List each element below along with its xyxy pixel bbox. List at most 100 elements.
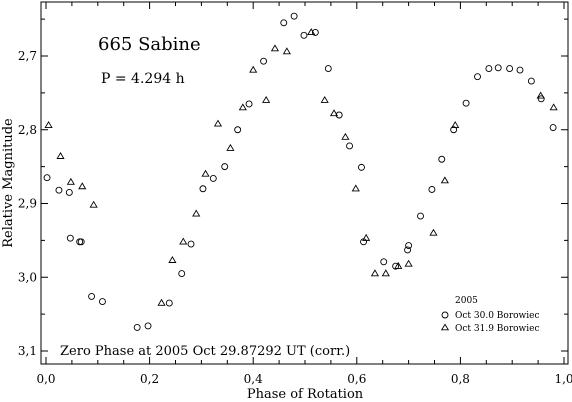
data-point-circle [516, 66, 524, 74]
data-point-circle [450, 126, 458, 134]
legend-title: 2005 [455, 296, 478, 306]
data-point-triangle [307, 28, 316, 36]
data-point-circle [165, 299, 173, 307]
data-point-circle [537, 95, 545, 103]
data-point-circle [417, 212, 424, 220]
data-point-circle [462, 99, 470, 107]
legend: 2005 Oct 30.0 Borowiec Oct 31.9 Borowiec [440, 296, 540, 334]
data-point-circle [65, 188, 73, 196]
data-point-circle [324, 65, 332, 72]
x-tick-label: 0,4 [244, 372, 263, 386]
data-point-triangle [262, 95, 271, 103]
data-point-triangle [394, 261, 403, 269]
data-point-triangle [440, 176, 449, 184]
x-tick-label: 0,2 [140, 372, 159, 386]
x-tick-label: 0,8 [451, 372, 470, 386]
x-tick-label: 0,0 [36, 372, 55, 386]
data-point-circle [300, 31, 308, 39]
data-point-triangle [362, 233, 371, 241]
data-point-triangle [282, 47, 291, 55]
data-point-triangle [66, 177, 75, 185]
data-point-circle [405, 242, 413, 249]
zero-phase-annotation: Zero Phase at 2005 Oct 29.87292 UT (corr… [60, 344, 350, 359]
data-point-circle [358, 163, 365, 171]
data-point-triangle [341, 132, 350, 140]
data-point-circle [392, 262, 400, 270]
data-point-circle [260, 57, 268, 65]
data-point-circle [199, 185, 207, 193]
data-point-triangle [226, 143, 235, 151]
data-point-triangle [536, 91, 545, 99]
data-point-triangle [381, 269, 390, 277]
data-point-circle [527, 77, 535, 85]
data-point-circle [438, 155, 446, 163]
period-label: P = 4.294 h [101, 71, 185, 87]
data-point-circle [311, 28, 319, 36]
data-point-circle [77, 238, 85, 246]
legend-series-2: Oct 31.9 Borowiec [455, 324, 540, 334]
data-point-triangle [451, 121, 460, 128]
x-axis-label: Phase of Rotation [247, 387, 364, 402]
data-point-circle [290, 12, 298, 20]
data-point-triangle [168, 256, 177, 263]
data-point-triangle [249, 65, 258, 73]
y-tick-label: 2,9 [18, 197, 37, 211]
data-point-circle [549, 124, 557, 131]
data-point-circle [187, 240, 195, 248]
data-point-triangle [329, 109, 339, 117]
data-point-circle [506, 65, 514, 72]
data-point-triangle [213, 119, 223, 127]
y-tick-label: 2,8 [18, 123, 37, 137]
data-point-triangle [238, 103, 247, 111]
data-point-triangle [351, 184, 360, 192]
data-point-triangle [157, 298, 166, 306]
data-point-circle [133, 323, 141, 331]
data-point-triangle [56, 152, 65, 159]
x-tick-label: 0,6 [347, 372, 366, 386]
data-point-triangle [78, 182, 87, 190]
data-point-circle [380, 258, 388, 266]
data-point-circle [209, 174, 217, 182]
y-tick-label: 2,7 [18, 49, 37, 63]
data-point-circle [428, 186, 436, 193]
data-point-triangle [89, 200, 98, 208]
data-point-triangle [320, 95, 329, 103]
plot-frame [40, 1, 569, 365]
ticks-layer: 0,0 0,2 0,4 0,6 0,8 1,0 2,7 2,8 2,9 3,0 3,1 [18, 2, 572, 386]
data-point-circle [346, 142, 353, 150]
data-point-circle [221, 163, 229, 171]
data-point-circle [178, 270, 186, 278]
data-point-triangle [44, 121, 53, 128]
data-point-circle [234, 126, 242, 134]
data-point-triangle [270, 44, 280, 52]
marks-layer [43, 12, 558, 331]
legend-series-1: Oct 30.0 Borowiec [455, 311, 540, 321]
data-point-circle [88, 292, 96, 300]
data-point-circle [55, 186, 63, 194]
y-tick-label: 3,0 [18, 270, 37, 284]
data-point-circle [245, 100, 253, 108]
chart-title: 665 Sabine [98, 34, 201, 55]
data-point-circle [474, 73, 481, 81]
y-axis-label: Relative Magnitude [1, 118, 16, 248]
data-point-circle [66, 234, 74, 242]
data-point-circle [43, 174, 51, 182]
data-point-triangle [370, 269, 380, 277]
data-point-triangle [201, 169, 210, 177]
legend-triangle-icon [440, 323, 450, 331]
data-point-triangle [179, 237, 188, 245]
data-point-circle [494, 64, 502, 72]
y-tick-label: 3,1 [18, 344, 37, 358]
data-point-circle [335, 111, 343, 119]
legend-circle-icon [441, 311, 449, 319]
data-point-circle [144, 322, 152, 330]
data-point-circle [99, 298, 106, 306]
data-point-circle [404, 246, 412, 254]
data-point-triangle [404, 259, 413, 267]
data-point-circle [280, 19, 288, 27]
data-point-triangle [549, 103, 558, 111]
data-point-triangle [429, 228, 438, 236]
x-tick-label: 1,0 [554, 372, 572, 386]
